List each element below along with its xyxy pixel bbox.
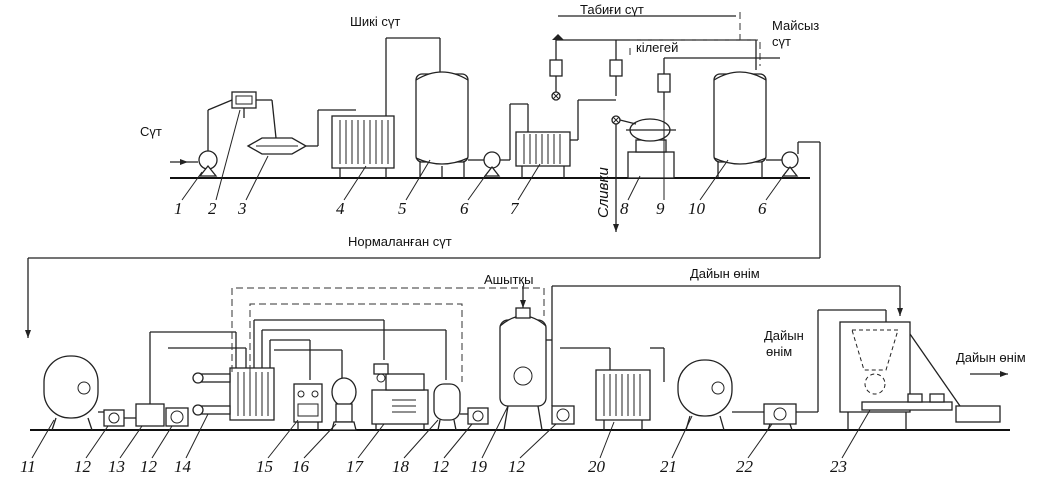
label-skim-milk-1: Майсыз bbox=[772, 18, 819, 33]
storage-tank-5 bbox=[415, 71, 469, 178]
homogenizer-17 bbox=[371, 363, 429, 430]
label-finished-mid-2: өнім bbox=[766, 344, 792, 359]
label-milk-in: Сүт bbox=[140, 124, 162, 139]
pump-12c bbox=[460, 407, 489, 425]
dashed-return-2 bbox=[249, 303, 463, 382]
pump-12b bbox=[165, 407, 189, 427]
number-15: 15 bbox=[256, 457, 273, 476]
number-19: 19 bbox=[470, 457, 488, 476]
plate-heat-exchanger-20 bbox=[595, 369, 651, 430]
label-cream: кілегей bbox=[636, 40, 678, 55]
cream-dashed-line bbox=[629, 39, 761, 66]
number-23: 23 bbox=[830, 457, 847, 476]
control-cabinet-15 bbox=[293, 383, 323, 430]
number-13: 13 bbox=[108, 457, 125, 476]
number-12c: 12 bbox=[432, 457, 450, 476]
label-natural-milk: Табиғи сүт bbox=[580, 2, 644, 17]
process-circulation-lines bbox=[168, 319, 447, 380]
number-8: 8 bbox=[620, 199, 629, 218]
pump-22 bbox=[763, 403, 797, 431]
number-17: 17 bbox=[346, 457, 365, 476]
plate-heat-exchanger-4 bbox=[331, 37, 441, 178]
pump-6b bbox=[25, 141, 821, 338]
number-9: 9 bbox=[656, 199, 665, 218]
separator-8 bbox=[619, 118, 676, 179]
label-finished-mid-1: Дайын bbox=[764, 328, 804, 343]
flow-meter-2 bbox=[231, 91, 277, 139]
fermentation-tank-19 bbox=[499, 286, 552, 431]
number-6a: 6 bbox=[460, 199, 469, 218]
number-4: 4 bbox=[336, 199, 345, 218]
number-21: 21 bbox=[660, 457, 677, 476]
number-12b: 12 bbox=[140, 457, 158, 476]
dashed-return-1 bbox=[231, 287, 545, 372]
natural-milk-piping bbox=[549, 39, 757, 232]
number-3: 3 bbox=[237, 199, 247, 218]
number-10: 10 bbox=[688, 199, 706, 218]
filter-3 bbox=[246, 109, 356, 155]
horizontal-tank-21 bbox=[677, 359, 764, 431]
control-block-9 bbox=[657, 57, 780, 110]
horizontal-tank-11 bbox=[43, 355, 99, 431]
arrow-icon bbox=[180, 159, 188, 165]
plate-heat-exchanger-7 bbox=[515, 99, 616, 178]
leader-lines-top bbox=[181, 100, 787, 201]
leader-lines-bottom bbox=[31, 405, 871, 459]
arrow-icon bbox=[552, 34, 564, 40]
filling-machine-23 bbox=[839, 321, 1008, 430]
finished-product-lines bbox=[551, 285, 903, 413]
number-16: 16 bbox=[292, 457, 310, 476]
number-2: 2 bbox=[208, 199, 217, 218]
label-skim-milk-2: сүт bbox=[772, 34, 791, 49]
number-14: 14 bbox=[174, 457, 192, 476]
number-7: 7 bbox=[510, 199, 520, 218]
number-1: 1 bbox=[174, 199, 183, 218]
label-normalized-milk: Нормаланған сүт bbox=[348, 234, 452, 249]
number-18: 18 bbox=[392, 457, 410, 476]
pump-12d bbox=[551, 405, 575, 425]
number-11: 11 bbox=[20, 457, 36, 476]
plate-heat-exchanger-14 bbox=[192, 332, 275, 421]
number-20: 20 bbox=[588, 457, 606, 476]
pump-1 bbox=[198, 99, 233, 177]
number-6b: 6 bbox=[758, 199, 767, 218]
pump-12a bbox=[98, 409, 125, 427]
unit-13 bbox=[124, 331, 236, 427]
label-finished-right: Дайын өнім bbox=[956, 350, 1026, 365]
number-12a: 12 bbox=[74, 457, 92, 476]
label-finished-top: Дайын өнім bbox=[690, 266, 760, 281]
valve-unit-16 bbox=[331, 377, 357, 431]
number-12d: 12 bbox=[508, 457, 526, 476]
label-starter: Ашытқы bbox=[484, 272, 533, 287]
number-22: 22 bbox=[736, 457, 754, 476]
label-cream-out: Сливки bbox=[595, 166, 612, 218]
pump-6a bbox=[468, 103, 528, 177]
number-5: 5 bbox=[398, 199, 407, 218]
storage-tank-10 bbox=[713, 71, 767, 178]
label-raw-milk: Шикі сүт bbox=[350, 14, 400, 29]
tank-18 bbox=[433, 383, 461, 431]
